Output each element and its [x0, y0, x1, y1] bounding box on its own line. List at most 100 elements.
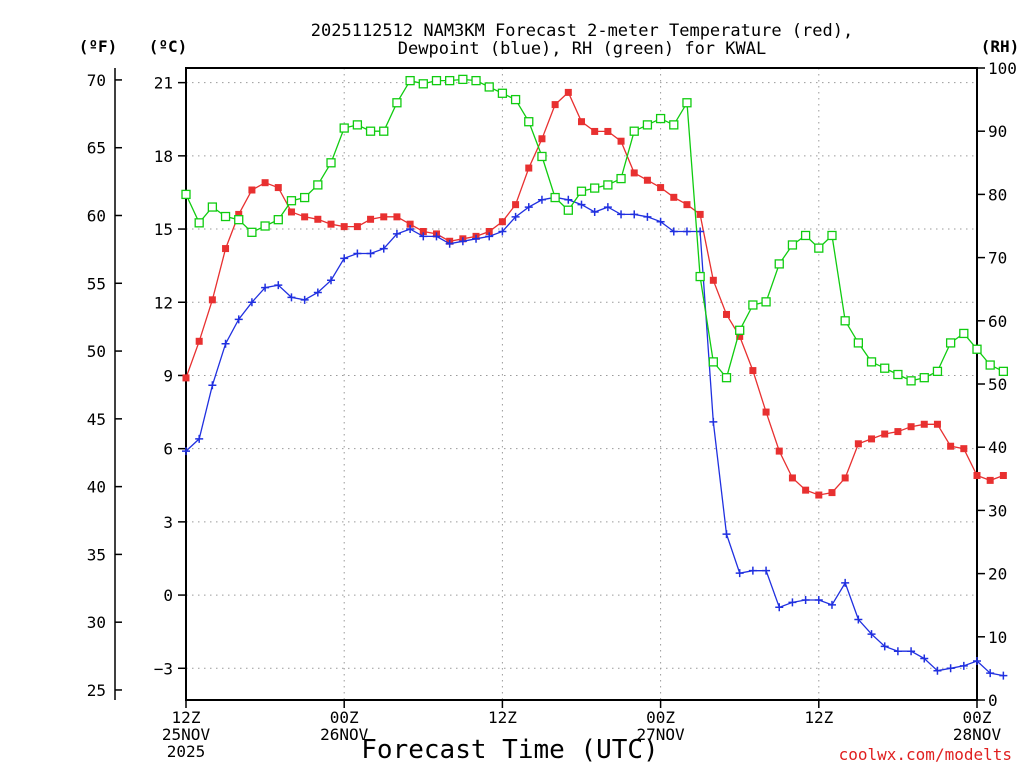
dewpoint-point [854, 615, 863, 624]
temperature-point [340, 223, 348, 231]
temperature-point [301, 213, 309, 221]
rh-point [352, 120, 363, 130]
temperature-point [828, 489, 836, 497]
dewpoint-point [300, 295, 309, 304]
fahrenheit-tick-label: 50 [87, 342, 106, 361]
axes: −3 0 3 6 9 12 15 18 21 25 30 35 40 45 50 55 60 65 70 0 10 20 3… [87, 59, 1017, 761]
temperature-point [617, 137, 625, 145]
time-tick-label: 00Z [330, 708, 359, 727]
dewpoint-point [748, 566, 757, 575]
rh-point [286, 196, 297, 206]
temperature-point [894, 428, 902, 436]
temperature-point [604, 127, 612, 135]
dewpoint-point [182, 447, 190, 456]
rh-point [181, 189, 191, 200]
rh-tick-label: 100 [988, 59, 1017, 78]
fahrenheit-tick-label: 45 [87, 410, 106, 429]
temperature-point [907, 423, 915, 431]
temperature-point [551, 101, 559, 109]
dewpoint-point [406, 225, 415, 234]
temperature-point [182, 374, 190, 382]
temperature-point [709, 276, 717, 284]
rh-point [906, 376, 916, 386]
rh-tick-label: 0 [988, 691, 998, 710]
rh-tick-label: 30 [988, 501, 1007, 520]
rh-point [959, 328, 969, 339]
rh-point [840, 316, 850, 326]
rh-point [537, 151, 547, 162]
temperature-point [736, 332, 744, 340]
fahrenheit-tick-label: 55 [87, 274, 106, 293]
time-tick-label: 25NOV [162, 725, 211, 744]
fahrenheit-tick-label: 30 [87, 613, 106, 632]
rh-point [827, 230, 837, 241]
temperature-point [353, 223, 361, 231]
dewpoint-point [366, 249, 375, 258]
temperature-point [222, 245, 230, 253]
rh-point [458, 74, 468, 85]
temperature-point [775, 447, 783, 455]
rh-point [629, 126, 639, 136]
rh-tick-label: 70 [988, 249, 1007, 268]
dewpoint-point [656, 217, 665, 226]
dewpoint-point [485, 232, 494, 241]
rh-point [603, 180, 613, 190]
rh-point [893, 369, 903, 380]
dewpoint-point [933, 666, 942, 675]
rh-point [339, 123, 349, 133]
temperature-point [591, 127, 599, 135]
dewpoint-point [564, 195, 573, 204]
temperature-point [749, 367, 757, 375]
temperature-point [986, 476, 994, 484]
rh-unit-label: (RH) [981, 37, 1020, 56]
temperature-point [327, 220, 335, 228]
dewpoint-point [722, 530, 731, 539]
rh-point [431, 75, 442, 86]
temperature-point [314, 215, 322, 223]
rh-point [616, 173, 626, 184]
rh-point [642, 120, 653, 130]
dewpoint-point [340, 254, 349, 263]
rh-point [365, 126, 376, 136]
celsius-tick-label: 0 [163, 586, 173, 605]
temperature-point [538, 135, 546, 143]
temperature-point [630, 169, 638, 177]
time-tick-label: 28NOV [953, 725, 1002, 744]
celsius-tick-label: 9 [163, 366, 173, 385]
temperature-point [999, 472, 1007, 480]
temperature-point [960, 445, 968, 453]
rh-point [418, 79, 428, 89]
dewpoint-point [524, 203, 533, 212]
dewpoint-point [880, 642, 889, 651]
dewpoint-point [419, 232, 428, 241]
temperature-point [485, 227, 493, 235]
dewpoint-point [287, 293, 296, 302]
rh-point [708, 357, 718, 367]
dewpoint-point [920, 654, 929, 663]
rh-point [932, 366, 943, 377]
dewpoint-point [603, 203, 612, 212]
dewpoint-point [973, 656, 981, 665]
dewpoint-point [669, 227, 678, 236]
dewpoint-point [498, 227, 507, 236]
dewpoint-point [327, 276, 336, 285]
dewpoint-point [392, 229, 401, 238]
dewpoint-point [458, 237, 467, 246]
temperature-point [933, 420, 941, 428]
dewpoint-point [946, 664, 955, 673]
dewpoint-point [234, 315, 243, 324]
celsius-tick-label: 15 [154, 220, 173, 239]
fahrenheit-tick-label: 25 [87, 681, 106, 700]
temperature-point [578, 118, 585, 126]
dewpoint-point [537, 195, 546, 204]
dewpoint-point [445, 239, 454, 248]
fahrenheit-tick-label: 40 [87, 478, 106, 497]
temperature-point [973, 472, 981, 480]
rh-tick-label: 10 [988, 628, 1007, 647]
celsius-tick-label: 12 [154, 293, 173, 312]
rh-point [985, 360, 995, 370]
rh-point [774, 259, 784, 269]
fahrenheit-tick-label: 65 [87, 139, 106, 158]
time-tick-label: 12Z [172, 708, 201, 727]
series-group [181, 74, 1009, 680]
